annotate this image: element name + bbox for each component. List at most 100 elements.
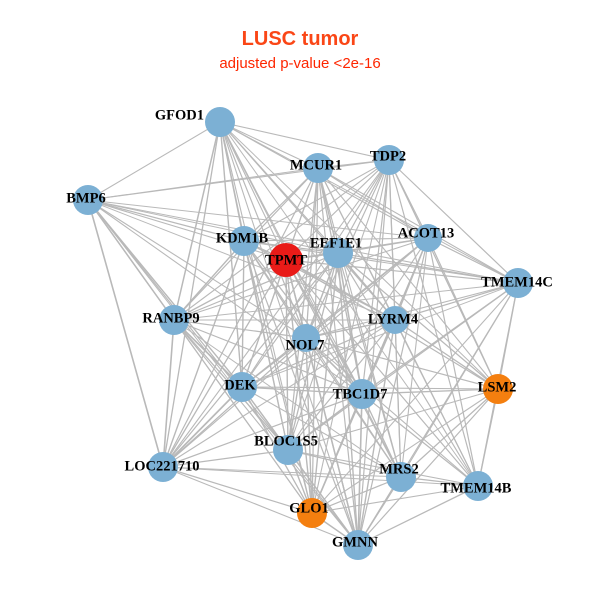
network-edge	[427, 237, 519, 284]
network-edge	[173, 240, 245, 321]
network-edge	[287, 449, 479, 487]
network-edge	[317, 167, 402, 478]
network-edge	[427, 237, 479, 487]
network-node-tmem14c[interactable]	[503, 268, 533, 298]
network-node-lsm2[interactable]	[483, 374, 513, 404]
network-edge	[241, 319, 396, 388]
network-edge	[162, 337, 307, 468]
node-label-lyrm4: LYRM4	[368, 311, 418, 327]
network-edge	[394, 319, 402, 478]
node-label-bloc1s5: BLOC1S5	[254, 433, 318, 449]
network-edge	[305, 337, 359, 546]
network-edge	[305, 337, 402, 478]
network-node-glo1[interactable]	[297, 498, 327, 528]
node-label-lsm2: LSM2	[478, 379, 517, 395]
network-edge	[285, 259, 313, 514]
network-edge	[173, 259, 287, 321]
network-edge	[87, 199, 429, 239]
network-edge	[305, 282, 519, 339]
network-edge	[357, 388, 499, 546]
network-node-mrs2[interactable]	[386, 462, 416, 492]
network-node-lyrm4[interactable]	[381, 306, 409, 334]
network-edge	[337, 159, 390, 254]
network-edge	[241, 240, 245, 388]
network-node-bloc1s5[interactable]	[273, 435, 303, 465]
node-label-ranbp9: RANBP9	[142, 310, 199, 326]
network-node-tbc1d7[interactable]	[347, 379, 377, 409]
network-edge	[173, 319, 307, 339]
network-edge	[287, 337, 307, 451]
network-node-nol7[interactable]	[292, 324, 320, 352]
network-node-dek[interactable]	[227, 372, 257, 402]
network-node-gfod1[interactable]	[205, 107, 235, 137]
network-edge	[173, 282, 519, 321]
network-edge	[162, 319, 175, 468]
network-edge	[477, 388, 499, 487]
network-node-tpmt[interactable]	[269, 243, 303, 277]
network-node-loc221710[interactable]	[148, 452, 178, 482]
network-edge	[285, 159, 390, 261]
network-edge	[87, 199, 519, 284]
network-edge	[305, 319, 396, 339]
network-node-gmnn[interactable]	[343, 530, 373, 560]
network-edge	[287, 449, 402, 478]
network-edge	[317, 167, 429, 239]
network-edge	[219, 121, 479, 487]
network-edge	[173, 319, 402, 478]
node-label-tpmt: TPMT	[265, 252, 307, 268]
network-edge	[357, 393, 363, 546]
network-edge	[388, 159, 519, 284]
network-edge	[87, 199, 363, 395]
network-edge	[162, 319, 396, 468]
network-edge	[287, 388, 499, 451]
network-edge	[311, 252, 339, 514]
network-edge	[87, 199, 164, 468]
node-label-eef1e1: EEF1E1	[310, 235, 362, 251]
network-node-mcur1[interactable]	[303, 153, 333, 183]
network-edge	[219, 121, 287, 261]
network-edge	[337, 252, 402, 478]
network-edge	[87, 121, 221, 201]
network-edge	[361, 393, 402, 478]
node-label-tmem14c: TMEM14C	[481, 274, 553, 290]
network-edge	[162, 466, 313, 514]
network-node-eef1e1[interactable]	[323, 238, 353, 268]
network-edge	[361, 388, 499, 395]
network-node-tdp2[interactable]	[374, 145, 404, 175]
network-edge	[241, 259, 287, 388]
network-edge	[173, 319, 243, 388]
network-edge	[241, 237, 429, 388]
network-node-kdm1b[interactable]	[229, 226, 259, 256]
network-edge	[219, 121, 319, 169]
network-edge	[219, 121, 499, 390]
network-edge	[162, 259, 287, 468]
network-node-bmp6[interactable]	[73, 185, 103, 215]
network-node-acot13[interactable]	[414, 224, 442, 252]
network-edge	[162, 466, 479, 487]
network-node-ranbp9[interactable]	[159, 305, 189, 335]
network-node-tmem14b[interactable]	[463, 471, 493, 501]
network-edge	[400, 388, 499, 478]
network-edge	[219, 121, 390, 161]
network-edge	[162, 167, 319, 468]
node-label-tmem14b: TMEM14B	[441, 480, 512, 496]
network-edge	[173, 319, 363, 395]
network-edge	[173, 237, 429, 321]
network-edge	[311, 476, 402, 514]
network-edge	[162, 393, 363, 468]
network-edge	[394, 319, 499, 390]
node-label-gfod1: GFOD1	[155, 107, 204, 123]
network-edge	[337, 237, 429, 254]
network-edge	[162, 449, 289, 468]
node-label-mrs2: MRS2	[379, 461, 418, 477]
network-edge	[162, 121, 221, 468]
network-edge	[162, 237, 429, 468]
network-edge	[357, 485, 479, 546]
node-label-kdm1b: KDM1B	[216, 230, 269, 246]
network-edge	[162, 159, 390, 468]
node-label-loc221710: LOC221710	[125, 458, 200, 474]
network-edge	[219, 121, 402, 478]
network-edge	[357, 319, 396, 546]
